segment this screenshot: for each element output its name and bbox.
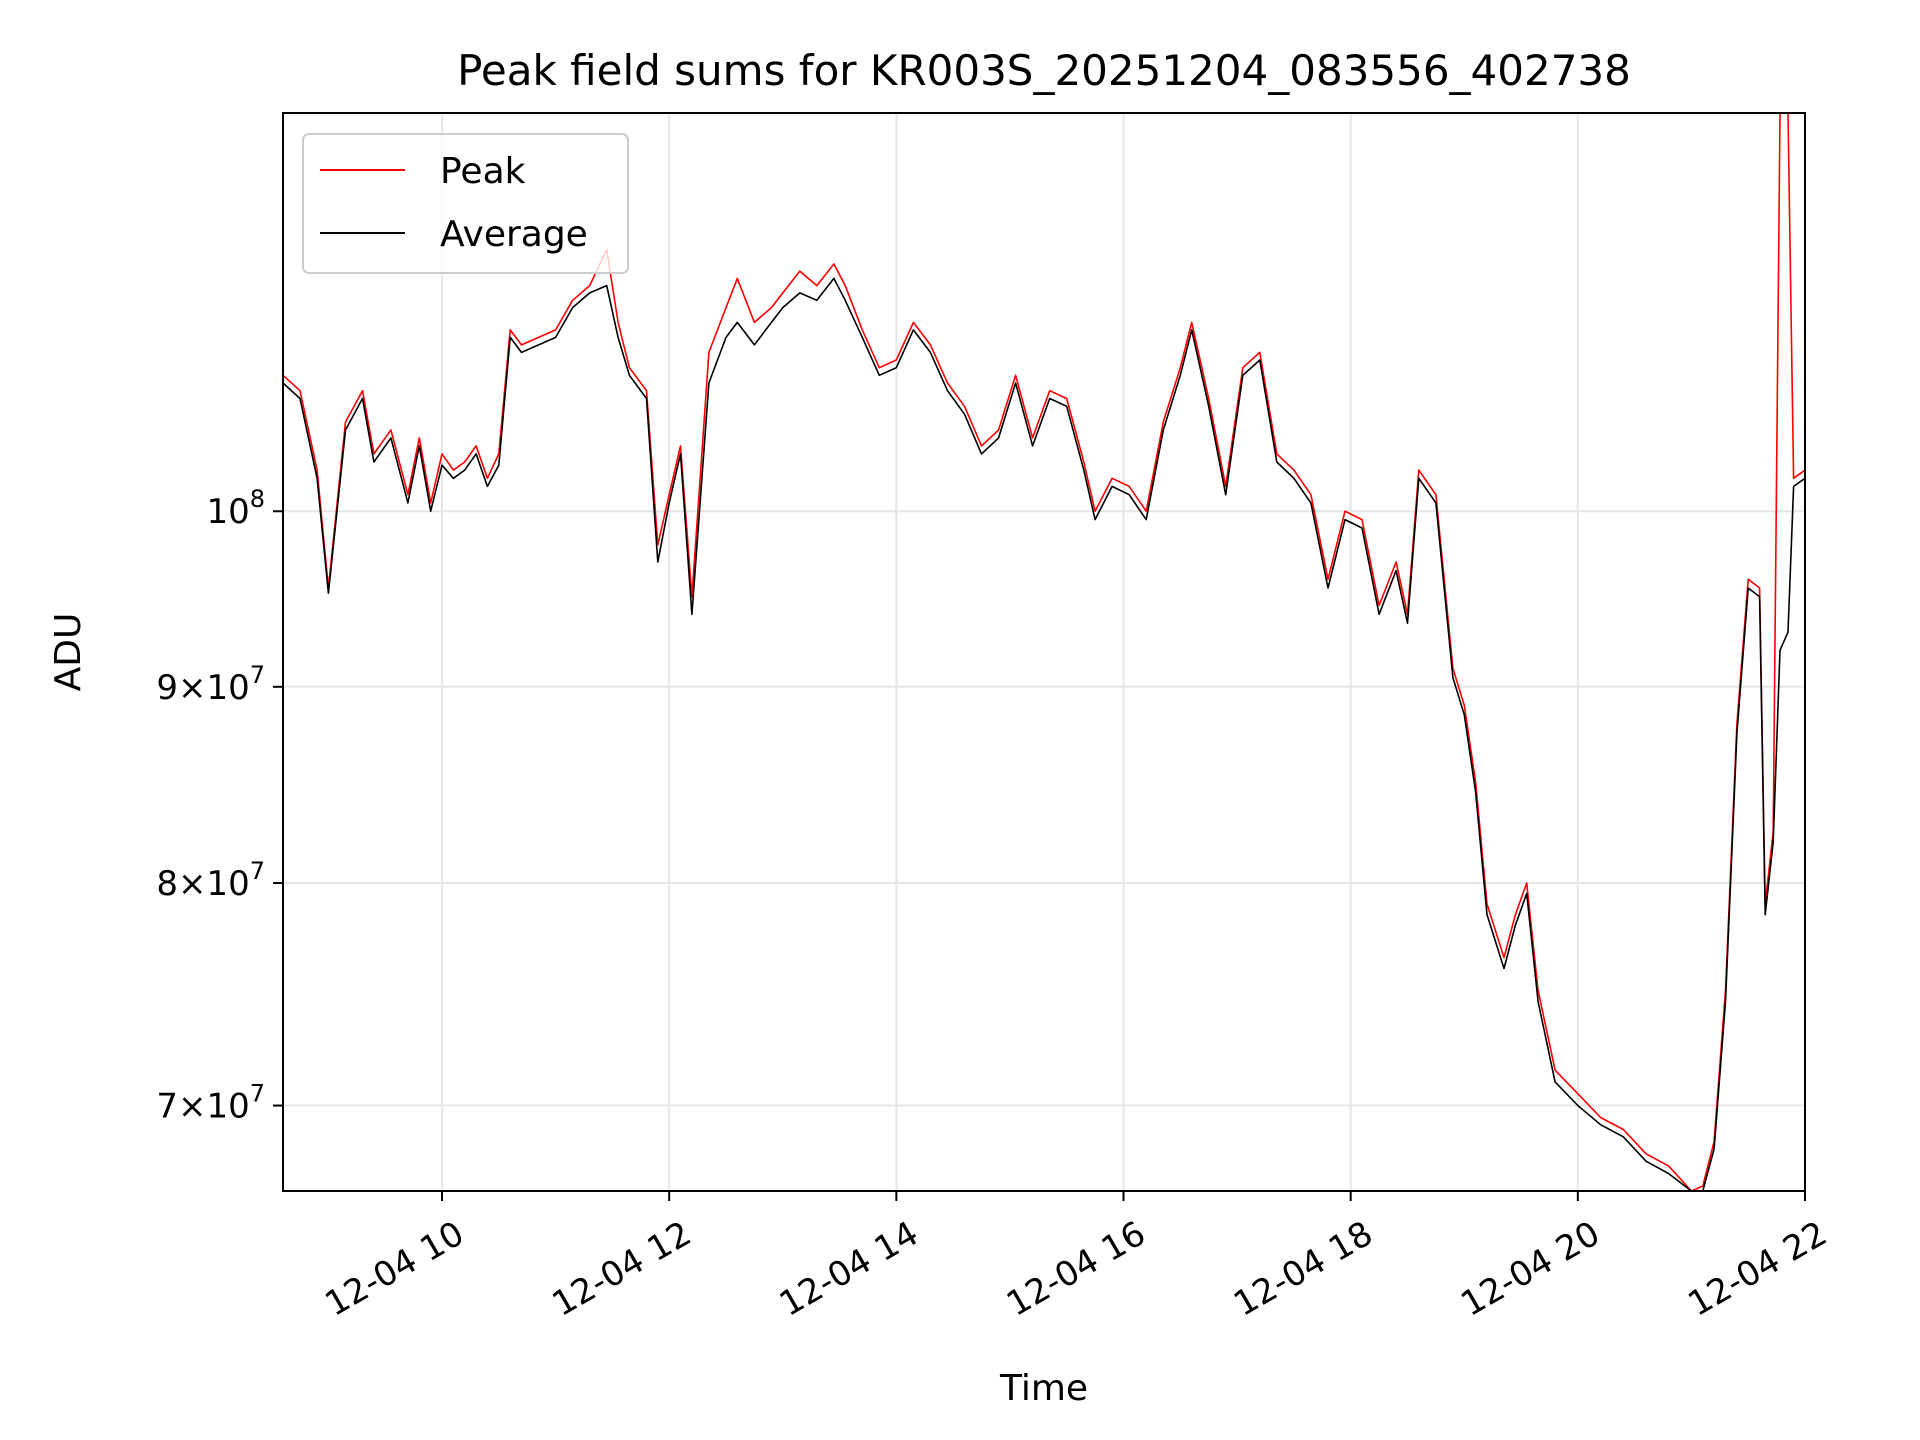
plot-area-frame: [282, 112, 1806, 1192]
y-tick-label: 7×107: [156, 1080, 265, 1127]
series-lines: [282, 112, 1806, 1192]
series-line-average: [282, 277, 1806, 1192]
legend-label-average: Average: [440, 214, 588, 255]
legend: Peak Average: [302, 133, 629, 274]
y-axis-label: ADU: [48, 613, 89, 692]
legend-label-peak: Peak: [440, 151, 526, 192]
x-axis-label: Time: [999, 1368, 1088, 1409]
y-tick-label: 9×107: [156, 661, 265, 708]
y-axis-ticks: 7×107 8×107 9×107 108: [156, 485, 283, 1127]
y-tick-label: 8×107: [156, 857, 265, 904]
series-line-peak: [282, 112, 1806, 1192]
legend-box: [302, 133, 629, 274]
y-tick-label: 108: [206, 485, 265, 532]
chart-title: Peak field sums for KR003S_20251204_0835…: [457, 46, 1631, 95]
